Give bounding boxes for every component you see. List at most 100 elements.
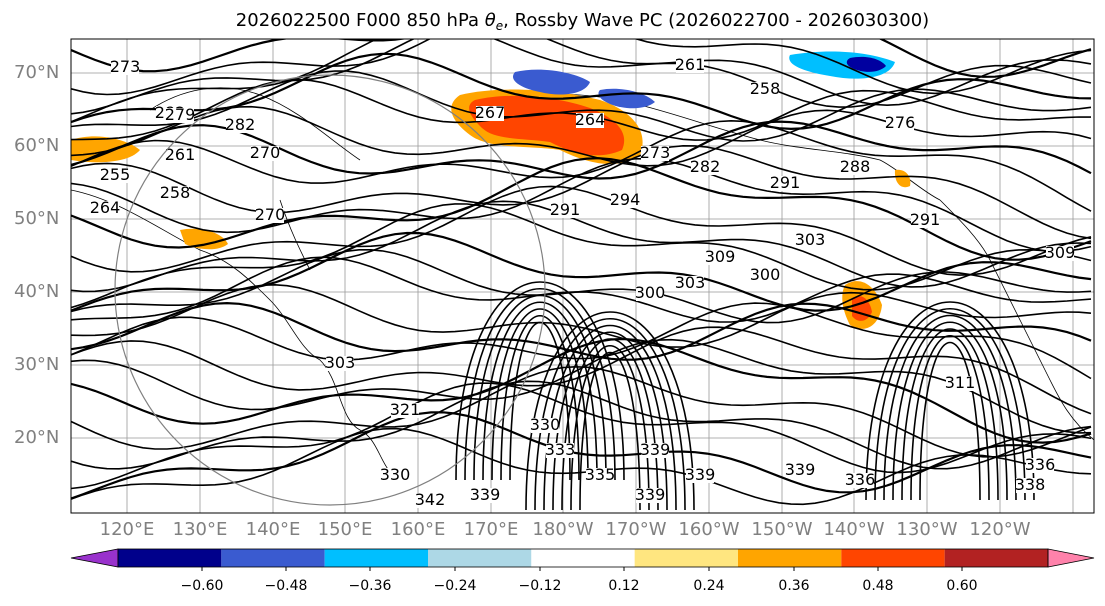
coastline-alaska [519, 94, 941, 201]
lat-label: 20°N [14, 427, 60, 448]
contour-label: 282 [690, 157, 721, 176]
contour-label: 255 [100, 165, 131, 184]
wave-contour [500, 315, 580, 481]
contour-label: 309 [705, 247, 736, 266]
contour-label: 261 [675, 55, 706, 74]
contour-line [71, 39, 1092, 96]
lon-label: 140°W [823, 519, 885, 540]
lat-label: 50°N [14, 208, 60, 229]
contour-line [71, 70, 1092, 142]
chart-title: 2026022500 F000 850 hPa θe, Rossby Wave … [0, 10, 1105, 33]
contour-label-bg [796, 233, 824, 248]
contour-label: 321 [390, 400, 421, 419]
contour-line [71, 326, 1092, 415]
colorbar-segment [944, 549, 1048, 567]
contour-label-bg [686, 468, 714, 483]
contour-label-bg [641, 443, 669, 458]
contour-label-bg [166, 108, 194, 123]
contour-label: 276 [885, 113, 916, 132]
wave-contour [570, 345, 650, 511]
contour-label: 270 [255, 205, 286, 224]
contour-label: 342 [415, 490, 446, 509]
lon-label: 120°E [99, 519, 155, 540]
contour-label-bg [706, 250, 734, 265]
contour-line [71, 157, 1092, 253]
shading-orange-sea [180, 228, 228, 250]
contour-label: 273 [110, 57, 141, 76]
contour-label-bg [751, 82, 779, 97]
colorbar-segment [841, 549, 945, 567]
wave-contour [901, 328, 999, 501]
contour-label-bg [416, 493, 444, 508]
contour-label: 330 [530, 415, 561, 434]
lon-label: 150°E [317, 519, 373, 540]
contour-label-bg [471, 488, 499, 503]
colorbar-label: −0.60 [180, 578, 224, 594]
lon-label: 160°W [678, 519, 740, 540]
contour-label: 330 [380, 465, 411, 484]
wave-contour [455, 281, 625, 481]
contour-label: 303 [795, 230, 826, 249]
lon-label: 170°E [463, 519, 519, 540]
contour-label-bg [251, 146, 279, 161]
lat-label: 30°N [14, 354, 60, 375]
rossby-wave-circle [114, 74, 546, 506]
lat-label: 70°N [14, 62, 60, 83]
contour-label: 288 [840, 157, 871, 176]
contour-label-bg [91, 201, 119, 216]
contour-label-layer: 273 282 279 282 261 270 255 258 264 270 267 264 261 2… [90, 55, 1076, 509]
colorbar-segment [531, 549, 635, 567]
contour-label-bg [886, 116, 914, 131]
contour-label-bg [1026, 458, 1054, 473]
contour-label-bg [586, 468, 614, 483]
contour-label-bg [946, 376, 974, 391]
contour-label-bg [611, 193, 639, 208]
contour-label-bg [101, 168, 129, 183]
contour-label: 291 [910, 210, 941, 229]
contour-label-bg [381, 468, 409, 483]
contour-label-bg [226, 118, 254, 133]
contour-label: 270 [250, 143, 281, 162]
lon-label: 170°W [605, 519, 667, 540]
colorbar-label: −0.12 [518, 578, 562, 594]
map-frame [70, 38, 1095, 514]
lon-label: 150°W [751, 519, 813, 540]
colorbar-label: 0.12 [608, 578, 640, 594]
theta-e-contours [71, 39, 1092, 511]
shading-orange-coast [894, 169, 911, 188]
contour-label-bg [111, 60, 139, 75]
contour-label: 300 [750, 265, 781, 284]
contour-line [71, 185, 1092, 276]
contour-label: 258 [750, 79, 781, 98]
wave-contour [491, 308, 589, 481]
wave-contour [552, 331, 668, 511]
colorbar-label: −0.24 [433, 578, 477, 594]
wave-contour [473, 294, 607, 481]
contour-label-bg [546, 443, 574, 458]
contour-label: 339 [685, 465, 716, 484]
wave-contour [509, 321, 571, 481]
contour-label: 300 [635, 283, 666, 302]
contour-line [71, 144, 1092, 240]
contour-label: 339 [635, 485, 666, 504]
contour-label: 264 [90, 198, 121, 217]
wave-contour [525, 311, 695, 511]
contour-label: 282 [225, 115, 256, 134]
lon-label: 180°W [532, 519, 594, 540]
wave-contour [579, 351, 641, 511]
contour-label-bg [476, 106, 504, 121]
contour-label: 303 [675, 273, 706, 292]
title-suffix: , Rossby Wave PC (2026022700 - 202603030… [503, 10, 930, 31]
contour-line [71, 203, 1092, 309]
colorbar-extend-high [1047, 548, 1095, 568]
contour-label-bg [576, 113, 604, 128]
colorbar-label: −0.36 [348, 578, 392, 594]
contour-label-bg [391, 403, 419, 418]
theta-subscript: e [495, 19, 504, 33]
contour-label-bg [256, 208, 284, 223]
contour-label-bg [676, 276, 704, 291]
wave-contour [865, 301, 1035, 501]
contour-line [71, 337, 1092, 444]
